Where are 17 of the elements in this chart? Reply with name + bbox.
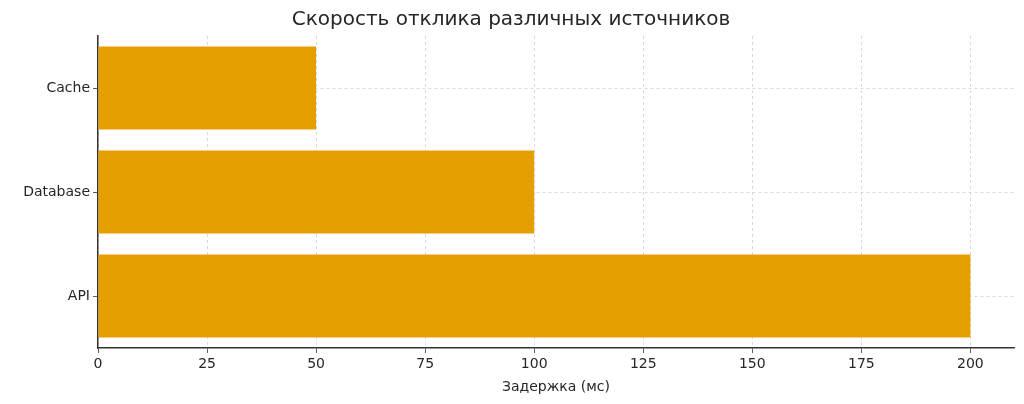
bar	[98, 254, 971, 338]
bar	[98, 150, 535, 234]
x-tick-label: 50	[307, 355, 326, 372]
y-tick-label: Database	[23, 182, 90, 199]
x-axis-title: Задержка (мс)	[501, 378, 611, 395]
x-tick-label: 0	[93, 355, 103, 372]
x-tick-label: 25	[198, 355, 216, 372]
x-tick-label: 75	[416, 355, 435, 372]
x-tick-label: 175	[847, 355, 875, 372]
x-tick-label: 150	[738, 355, 766, 372]
y-tick-label: Cache	[46, 78, 90, 95]
x-tick-label: 125	[629, 355, 657, 372]
chart-title: Скорость отклика различных источников	[291, 6, 731, 31]
x-tick-label: 200	[957, 355, 984, 372]
y-tick-label: API	[67, 286, 90, 303]
x-tick-label: 100	[520, 355, 548, 372]
bar	[98, 46, 317, 130]
